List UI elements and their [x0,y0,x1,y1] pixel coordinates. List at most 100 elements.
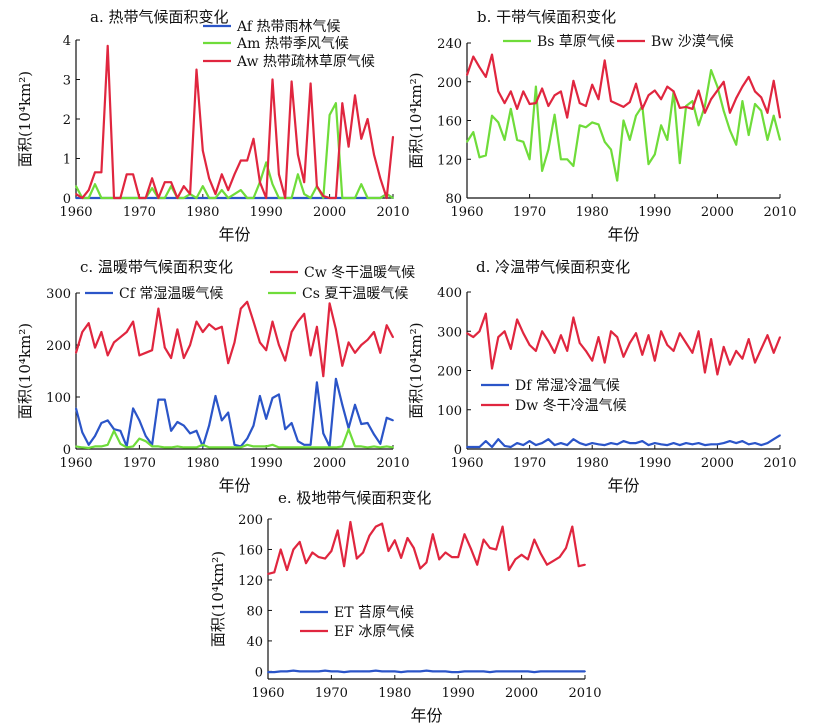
y-tick-label: 0 [454,443,462,458]
data-point [760,444,763,446]
data-point [100,445,103,448]
data-point [322,197,325,199]
data-point [279,670,282,673]
x-axis-label: 年份 [410,706,442,725]
data-point [349,670,352,673]
data-point [138,437,141,440]
data-point [722,80,725,83]
data-point [528,103,531,105]
data-point [227,362,230,365]
data-point [547,148,550,151]
data-point [379,446,382,449]
data-point [239,189,242,192]
data-point [252,320,255,323]
x-tick-label: 2000 [701,456,734,471]
data-point [144,435,147,437]
data-point [653,89,656,92]
data-point [170,429,173,432]
data-point [381,670,384,673]
data-point [347,197,350,199]
data-point [547,105,550,107]
x-tick-label: 2010 [763,205,796,220]
data-point [495,670,498,673]
data-point [710,443,713,446]
data-point [616,443,619,446]
data-point [566,444,569,446]
data-point [400,671,403,674]
x-axis-label: 年份 [607,476,639,495]
data-point [322,446,325,449]
data-point [322,432,325,435]
data-point [252,424,255,427]
data-point [578,102,581,104]
data-point [132,173,134,176]
data-point [672,90,675,93]
data-point [227,189,230,192]
data-point [265,161,268,164]
data-point [309,446,312,449]
data-point [271,397,274,399]
data-point [503,102,506,104]
data-point [284,446,287,449]
data-point [290,197,293,199]
data-point [335,377,337,380]
data-point [697,442,700,445]
data-point [678,107,681,109]
data-point [703,105,706,107]
data-point [616,179,619,182]
x-tick-label: 1960 [59,456,92,471]
data-point [75,407,77,410]
x-tick-label: 1990 [638,456,671,471]
data-point [760,96,763,99]
data-point [258,395,261,397]
data-point [182,197,185,199]
data-point [373,197,375,199]
data-point [754,361,756,364]
data-point [495,548,498,551]
y-tick-label: 300 [46,287,71,302]
data-point [558,556,561,558]
x-tick-label: 1970 [315,686,348,701]
data-point [610,330,612,333]
data-point [113,341,115,344]
data-point [685,442,687,445]
data-point [565,670,567,673]
data-point [678,332,681,335]
x-tick-label: 1980 [186,205,219,220]
y-tick-label: 120 [437,153,462,168]
data-point [214,395,217,397]
data-point [577,565,580,568]
data-point [412,670,415,673]
data-point [772,79,775,82]
data-point [258,445,261,448]
data-point [560,90,562,93]
data-point [697,330,700,333]
data-point [138,419,141,422]
data-point [406,537,409,539]
data-point [628,442,631,445]
data-point [87,189,90,192]
data-point [491,367,493,370]
y-tick-label: 4 [63,34,71,49]
data-point [157,445,160,448]
data-point [565,547,567,549]
data-point [438,558,441,561]
data-point [635,442,637,445]
data-point [290,446,293,449]
data-point [286,569,288,571]
data-point [472,131,475,134]
data-point [560,334,562,337]
data-point [106,45,109,47]
data-point [309,197,312,199]
y-tick-label: 100 [46,391,71,406]
data-point [267,572,269,575]
y-tick-label: 200 [437,76,462,91]
data-point [710,98,713,101]
data-point [355,557,358,560]
data-point [482,670,485,673]
data-point [113,428,115,431]
data-point [277,197,280,199]
data-point [208,323,211,326]
data-point [491,114,493,117]
data-point [303,193,306,195]
